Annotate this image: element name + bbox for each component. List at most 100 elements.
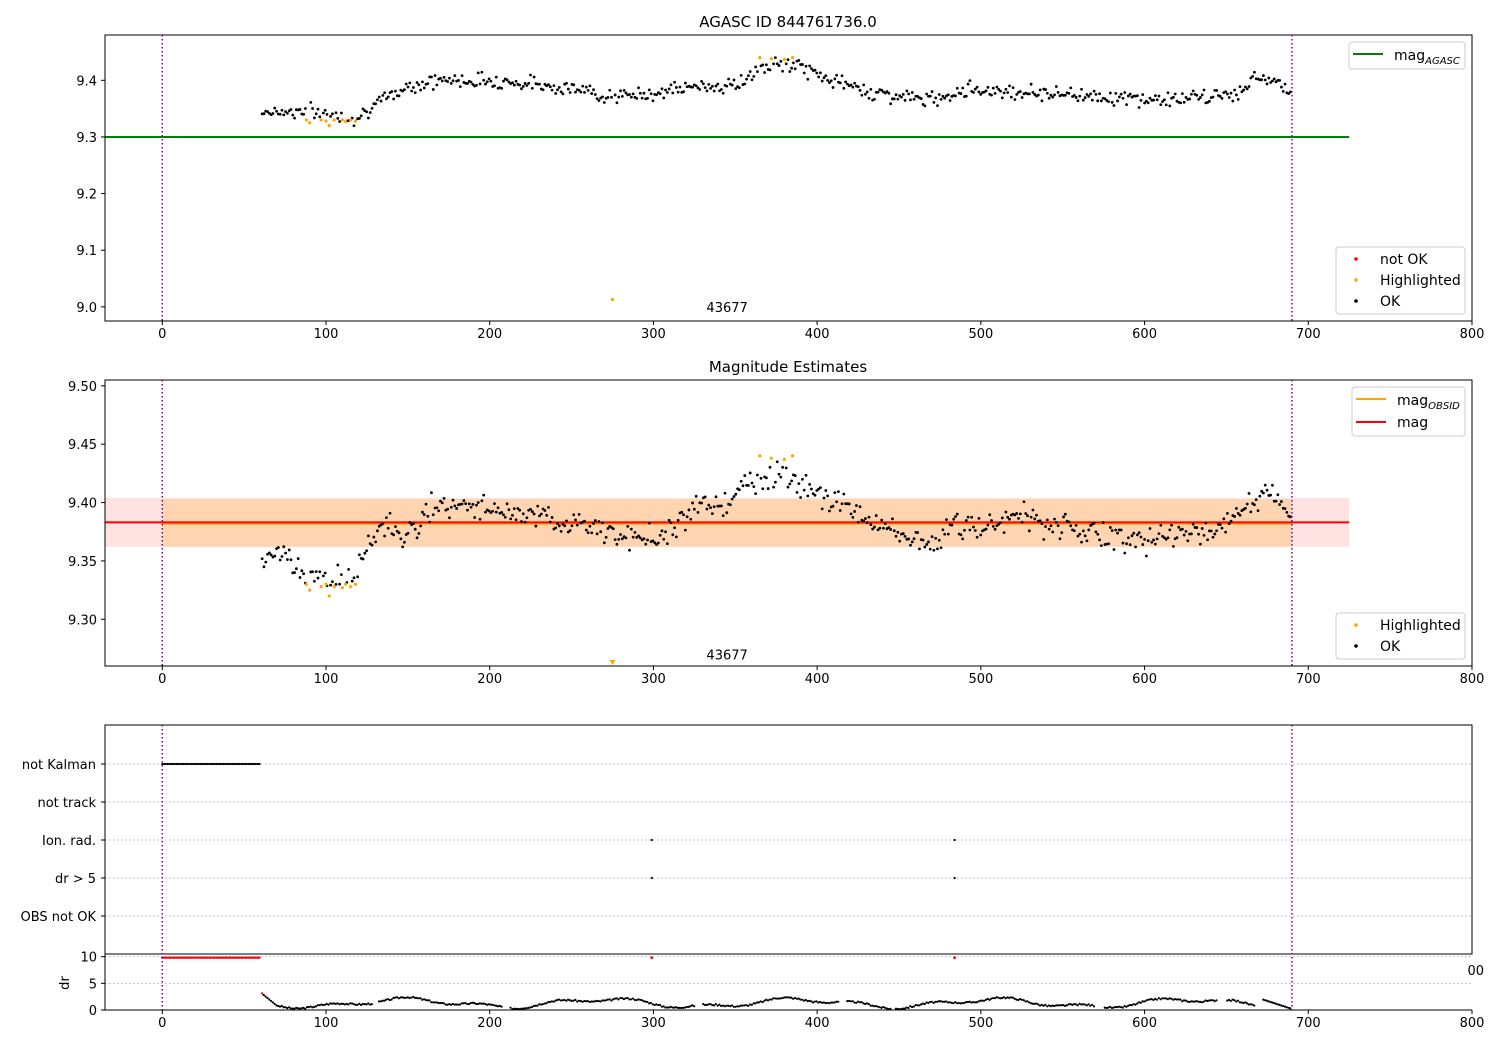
- ok-point: [963, 528, 966, 532]
- dr-point: [282, 1006, 285, 1009]
- highlighted-point: [758, 454, 762, 458]
- dr-point: [756, 1001, 759, 1004]
- ok-point: [406, 531, 410, 535]
- ok-point: [480, 499, 484, 503]
- dr-point: [772, 997, 775, 1000]
- dr-point: [1089, 1004, 1092, 1007]
- ok-point: [1080, 540, 1083, 544]
- dr-point: [702, 1003, 705, 1006]
- ok-point: [381, 522, 385, 526]
- dr-point: [1164, 997, 1168, 1000]
- dr-point: [1285, 1006, 1288, 1009]
- dr-point: [590, 1000, 593, 1003]
- dr-point: [395, 996, 399, 999]
- dr-point: [1175, 998, 1178, 1001]
- ok-point: [1182, 100, 1186, 104]
- dr-point: [633, 998, 636, 1001]
- dr-point: [345, 1002, 348, 1005]
- ok-point: [1096, 99, 1100, 103]
- dr-point: [1172, 998, 1175, 1001]
- dr-point: [736, 1005, 739, 1008]
- legend-label: OK: [1380, 639, 1401, 655]
- dr-point: [723, 1005, 726, 1008]
- highlighted-point: [790, 56, 795, 60]
- dr-point: [1065, 1004, 1069, 1007]
- ok-point: [415, 536, 419, 540]
- dr-point: [707, 1003, 710, 1006]
- ok-point: [745, 77, 748, 81]
- ok-point: [750, 481, 754, 485]
- ok-point: [361, 107, 365, 111]
- ok-point: [649, 92, 653, 96]
- dr-point: [1110, 1006, 1114, 1010]
- ok-point: [694, 84, 698, 88]
- dr-point: [1136, 1002, 1139, 1005]
- ok-point: [691, 85, 694, 89]
- ok-point: [1220, 97, 1224, 100]
- ok-point: [280, 555, 284, 558]
- dr-point: [666, 1006, 669, 1009]
- ok-point: [1249, 76, 1253, 80]
- dr-clipped-point: [254, 956, 258, 959]
- ok-point: [1017, 517, 1020, 520]
- ok-point: [896, 97, 900, 101]
- dr-point: [965, 1001, 968, 1004]
- dr-point: [612, 998, 615, 1001]
- dr-point: [999, 997, 1002, 1000]
- dr-point: [520, 1007, 523, 1010]
- dr-point: [1085, 1004, 1088, 1007]
- ok-point: [667, 518, 671, 522]
- dr-point: [673, 1006, 676, 1009]
- ok-point: [1051, 95, 1055, 99]
- dr-point: [269, 999, 273, 1003]
- ok-point: [1123, 91, 1127, 94]
- dr-point: [1184, 999, 1187, 1002]
- ok-point: [323, 108, 327, 112]
- dr-clipped-point: [164, 956, 168, 959]
- ok-point: [559, 90, 563, 94]
- ok-point: [572, 83, 576, 87]
- dr-point: [824, 1002, 827, 1005]
- ok-point: [426, 82, 430, 86]
- ok-point: [833, 77, 837, 81]
- ok-point: [385, 97, 388, 101]
- ok-point: [1139, 535, 1143, 539]
- dr-clipped-point: [206, 956, 209, 959]
- flag-point: [202, 762, 205, 766]
- ok-point: [862, 519, 866, 523]
- dr-point: [624, 997, 627, 1000]
- ok-point: [610, 95, 613, 99]
- ok-point: [808, 483, 812, 486]
- ok-point: [1271, 79, 1274, 83]
- ok-point: [979, 92, 983, 96]
- ok-point: [876, 528, 880, 532]
- dr-clipped-point: [211, 956, 214, 959]
- dr-point: [338, 1003, 341, 1006]
- dr-point: [1238, 1001, 1241, 1004]
- ok-point: [629, 527, 633, 531]
- ok-point: [928, 94, 932, 98]
- ok-point: [446, 80, 450, 83]
- dr-point: [1119, 1006, 1123, 1009]
- ok-point: [303, 107, 307, 110]
- ok-point: [923, 545, 927, 549]
- dr-point: [379, 1000, 382, 1003]
- ok-point: [932, 100, 936, 104]
- ok-point: [617, 537, 621, 541]
- dr-point: [549, 1000, 552, 1004]
- ok-point: [829, 79, 833, 83]
- x-tick-label: 400: [805, 327, 830, 342]
- dr-point: [428, 999, 431, 1002]
- ok-point: [990, 519, 993, 522]
- dr-point: [1116, 1005, 1119, 1009]
- ok-point: [934, 536, 938, 540]
- ok-point: [419, 88, 423, 92]
- ok-point: [1006, 515, 1010, 519]
- dr-point: [522, 1007, 525, 1010]
- ok-point: [1153, 542, 1157, 546]
- ok-point: [1078, 94, 1082, 98]
- dr-point: [790, 996, 793, 999]
- ok-point: [1180, 92, 1184, 96]
- dr-point: [799, 998, 802, 1001]
- ok-point: [1008, 84, 1011, 88]
